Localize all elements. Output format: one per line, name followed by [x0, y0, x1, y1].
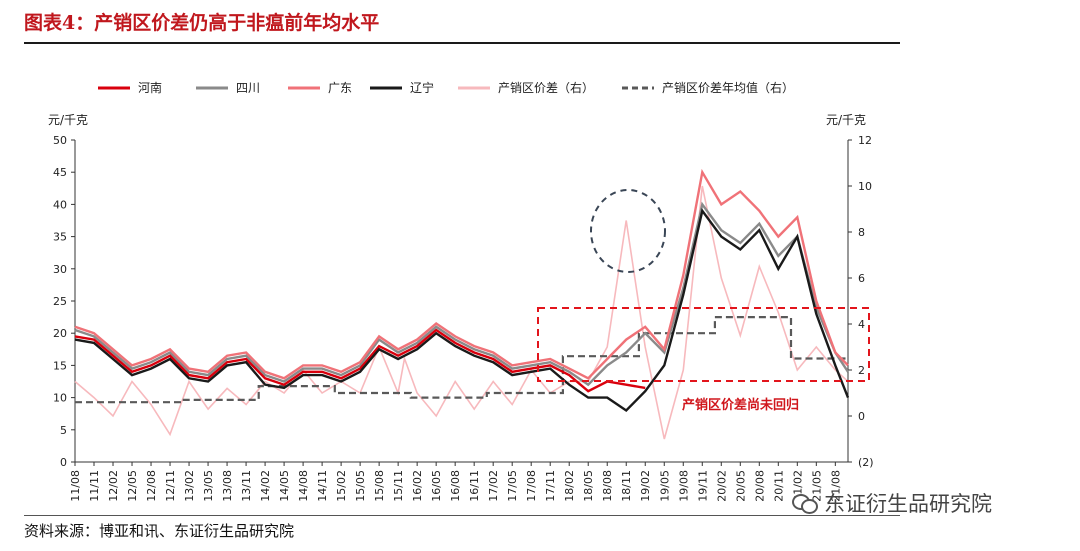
left-tick-label: 40: [53, 198, 67, 211]
x-tick-label: 17/05: [506, 470, 519, 502]
left-unit-label: 元/千克: [48, 113, 88, 127]
x-tick-label: 15/02: [335, 470, 348, 502]
x-tick-label: 18/11: [620, 470, 633, 502]
x-tick-label: 16/05: [430, 470, 443, 502]
x-tick-label: 14/08: [297, 470, 310, 502]
x-tick-label: 20/05: [734, 470, 747, 502]
wechat-icon: [792, 492, 818, 514]
x-tick-label: 16/11: [468, 470, 481, 502]
left-tick-label: 5: [60, 424, 67, 437]
x-tick-label: 21/05: [810, 470, 823, 502]
right-tick-label: 10: [858, 180, 872, 193]
x-tick-label: 11/11: [88, 470, 101, 502]
x-tick-label: 19/02: [639, 470, 652, 502]
left-tick-label: 20: [53, 327, 67, 340]
x-tick-label: 20/08: [753, 470, 766, 502]
x-tick-label: 17/11: [544, 470, 557, 502]
x-tick-label: 13/11: [240, 470, 253, 502]
figure-title: 图表4：产销区价差仍高于非瘟前年均水平: [24, 12, 380, 34]
x-tick-label: 12/02: [107, 470, 120, 502]
annotation-text: 产销区价差尚未回归: [682, 397, 799, 413]
x-tick-label: 18/02: [563, 470, 576, 502]
legend-liaoning-label: 辽宁: [410, 80, 434, 95]
x-tick-label: 13/02: [183, 470, 196, 502]
legend-spread-avg-label: 产销区价差年均值（右）: [662, 80, 794, 95]
x-tick-label: 19/05: [658, 470, 671, 502]
series-spread-line: [74, 185, 849, 440]
x-tick-label: 16/02: [411, 470, 424, 502]
x-tick-label: 13/05: [202, 470, 215, 502]
right-tick-label: 0: [858, 410, 865, 423]
x-tick-label: 19/11: [696, 470, 709, 502]
left-tick-label: 45: [53, 166, 67, 179]
left-tick-label: 35: [53, 231, 67, 244]
x-tick-label: 21/08: [829, 470, 842, 502]
right-tick-label: 8: [858, 226, 865, 239]
series-guangdong-line: [74, 168, 849, 380]
series-liaoning-line: [74, 207, 850, 413]
x-tick-label: 16/08: [449, 470, 462, 502]
x-tick-label: 18/08: [601, 470, 614, 502]
x-tick-label: 20/02: [715, 470, 728, 502]
series-sichuan-line: [74, 201, 850, 387]
right-tick-label: (2): [858, 456, 874, 469]
x-tick-label: 14/11: [316, 470, 329, 502]
legend-henan-label: 河南: [138, 80, 162, 95]
legend-spread-label: 产销区价差（右）: [498, 80, 594, 95]
x-tick-label: 17/08: [525, 470, 538, 502]
x-tick-label: 15/08: [373, 470, 386, 502]
x-tick-label: 12/11: [164, 470, 177, 502]
right-unit-label: 元/千克: [826, 113, 866, 127]
x-tick-label: 15/11: [392, 470, 405, 502]
x-tick-label: 21/02: [791, 470, 804, 502]
source-rule: [24, 515, 900, 516]
x-tick-label: 18/05: [582, 470, 595, 502]
x-tick-label: 15/05: [354, 470, 367, 502]
watermark-text: 东证衍生品研究院: [824, 492, 992, 516]
x-tick-label: 14/05: [278, 470, 291, 502]
highlight-box: [537, 307, 870, 382]
left-tick-label: 25: [53, 295, 67, 308]
series-spread-avg-line: [75, 316, 848, 404]
x-tick-label: 11/08: [69, 470, 82, 502]
source-note: 资料来源：博亚和讯、东证衍生品研究院: [24, 522, 295, 540]
left-tick-label: 0: [60, 456, 67, 469]
x-tick-label: 19/08: [677, 470, 690, 502]
left-tick-label: 30: [53, 263, 67, 276]
right-tick-label: 2: [858, 364, 865, 377]
legend-sichuan-label: 四川: [236, 81, 260, 95]
x-tick-label: 17/02: [487, 470, 500, 502]
watermark: 东证衍生品研究院: [792, 488, 992, 518]
right-tick-label: 6: [858, 272, 865, 285]
x-tick-label: 14/02: [259, 470, 272, 502]
x-tick-label: 12/05: [126, 470, 139, 502]
left-tick-label: 15: [53, 359, 67, 372]
x-tick-label: 13/08: [221, 470, 234, 502]
right-tick-label: 4: [858, 318, 865, 331]
highlight-circle: [590, 189, 666, 273]
left-tick-label: 50: [53, 134, 67, 147]
legend-guangdong-label: 广东: [328, 81, 352, 95]
title-rule: [24, 42, 900, 44]
series-henan-line: [74, 328, 646, 393]
right-tick-label: 12: [858, 134, 872, 147]
x-tick-label: 20/11: [772, 470, 785, 502]
left-tick-label: 10: [53, 392, 67, 405]
x-tick-label: 12/08: [145, 470, 158, 502]
